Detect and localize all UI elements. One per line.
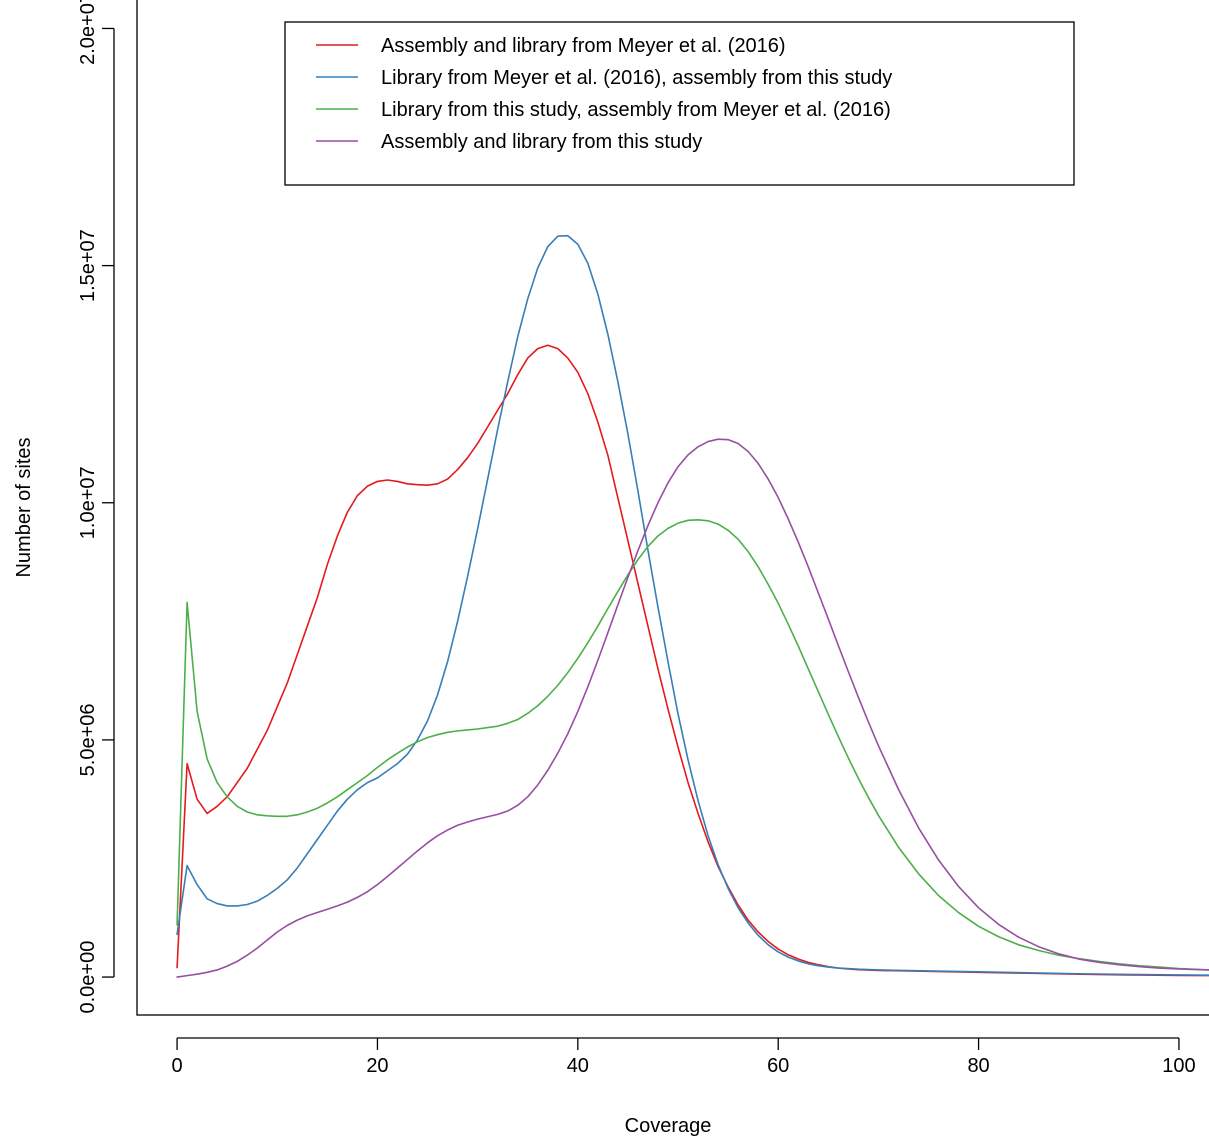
y-tick-label: 0.0e+00	[77, 941, 99, 1014]
legend-label-4: Assembly and library from this study	[381, 131, 702, 153]
series-line-2	[176, 234, 1209, 976]
y-axis-title: Number of sites	[13, 437, 35, 577]
axes: 0 20 40 60 80 100 0.0e+00 5.0e+06 1.0e+07 1.5e+07…	[77, 0, 1196, 1077]
y-tick-label: 2.0e+07	[77, 0, 99, 65]
plot-frame	[136, 0, 1209, 1016]
legend-box	[284, 21, 1075, 186]
legend-label-1: Assembly and library from Meyer et al. (…	[381, 35, 786, 57]
x-tick-label: 60	[767, 1055, 789, 1077]
x-tick-label: 20	[366, 1055, 388, 1077]
series-line-3	[176, 519, 1209, 971]
y-tick-label: 5.0e+06	[77, 703, 99, 776]
y-tick-label: 1.0e+07	[77, 466, 99, 539]
legend: Assembly and library from Meyer et al. (…	[284, 21, 1075, 186]
series-line-1	[176, 344, 1209, 977]
x-tick-label: 40	[567, 1055, 589, 1077]
x-tick-label: 100	[1162, 1055, 1195, 1077]
x-tick-label: 0	[172, 1055, 183, 1077]
series-line-4	[176, 438, 1209, 978]
legend-label-2: Library from Meyer et al. (2016), assemb…	[381, 67, 892, 89]
x-axis-title: Coverage	[625, 1115, 712, 1137]
plot-border	[136, 0, 1209, 1016]
legend-label-3: Library from this study, assembly from M…	[381, 99, 891, 121]
series-lines	[176, 234, 1209, 978]
y-tick-label: 1.5e+07	[77, 229, 99, 302]
x-tick-label: 80	[967, 1055, 989, 1077]
